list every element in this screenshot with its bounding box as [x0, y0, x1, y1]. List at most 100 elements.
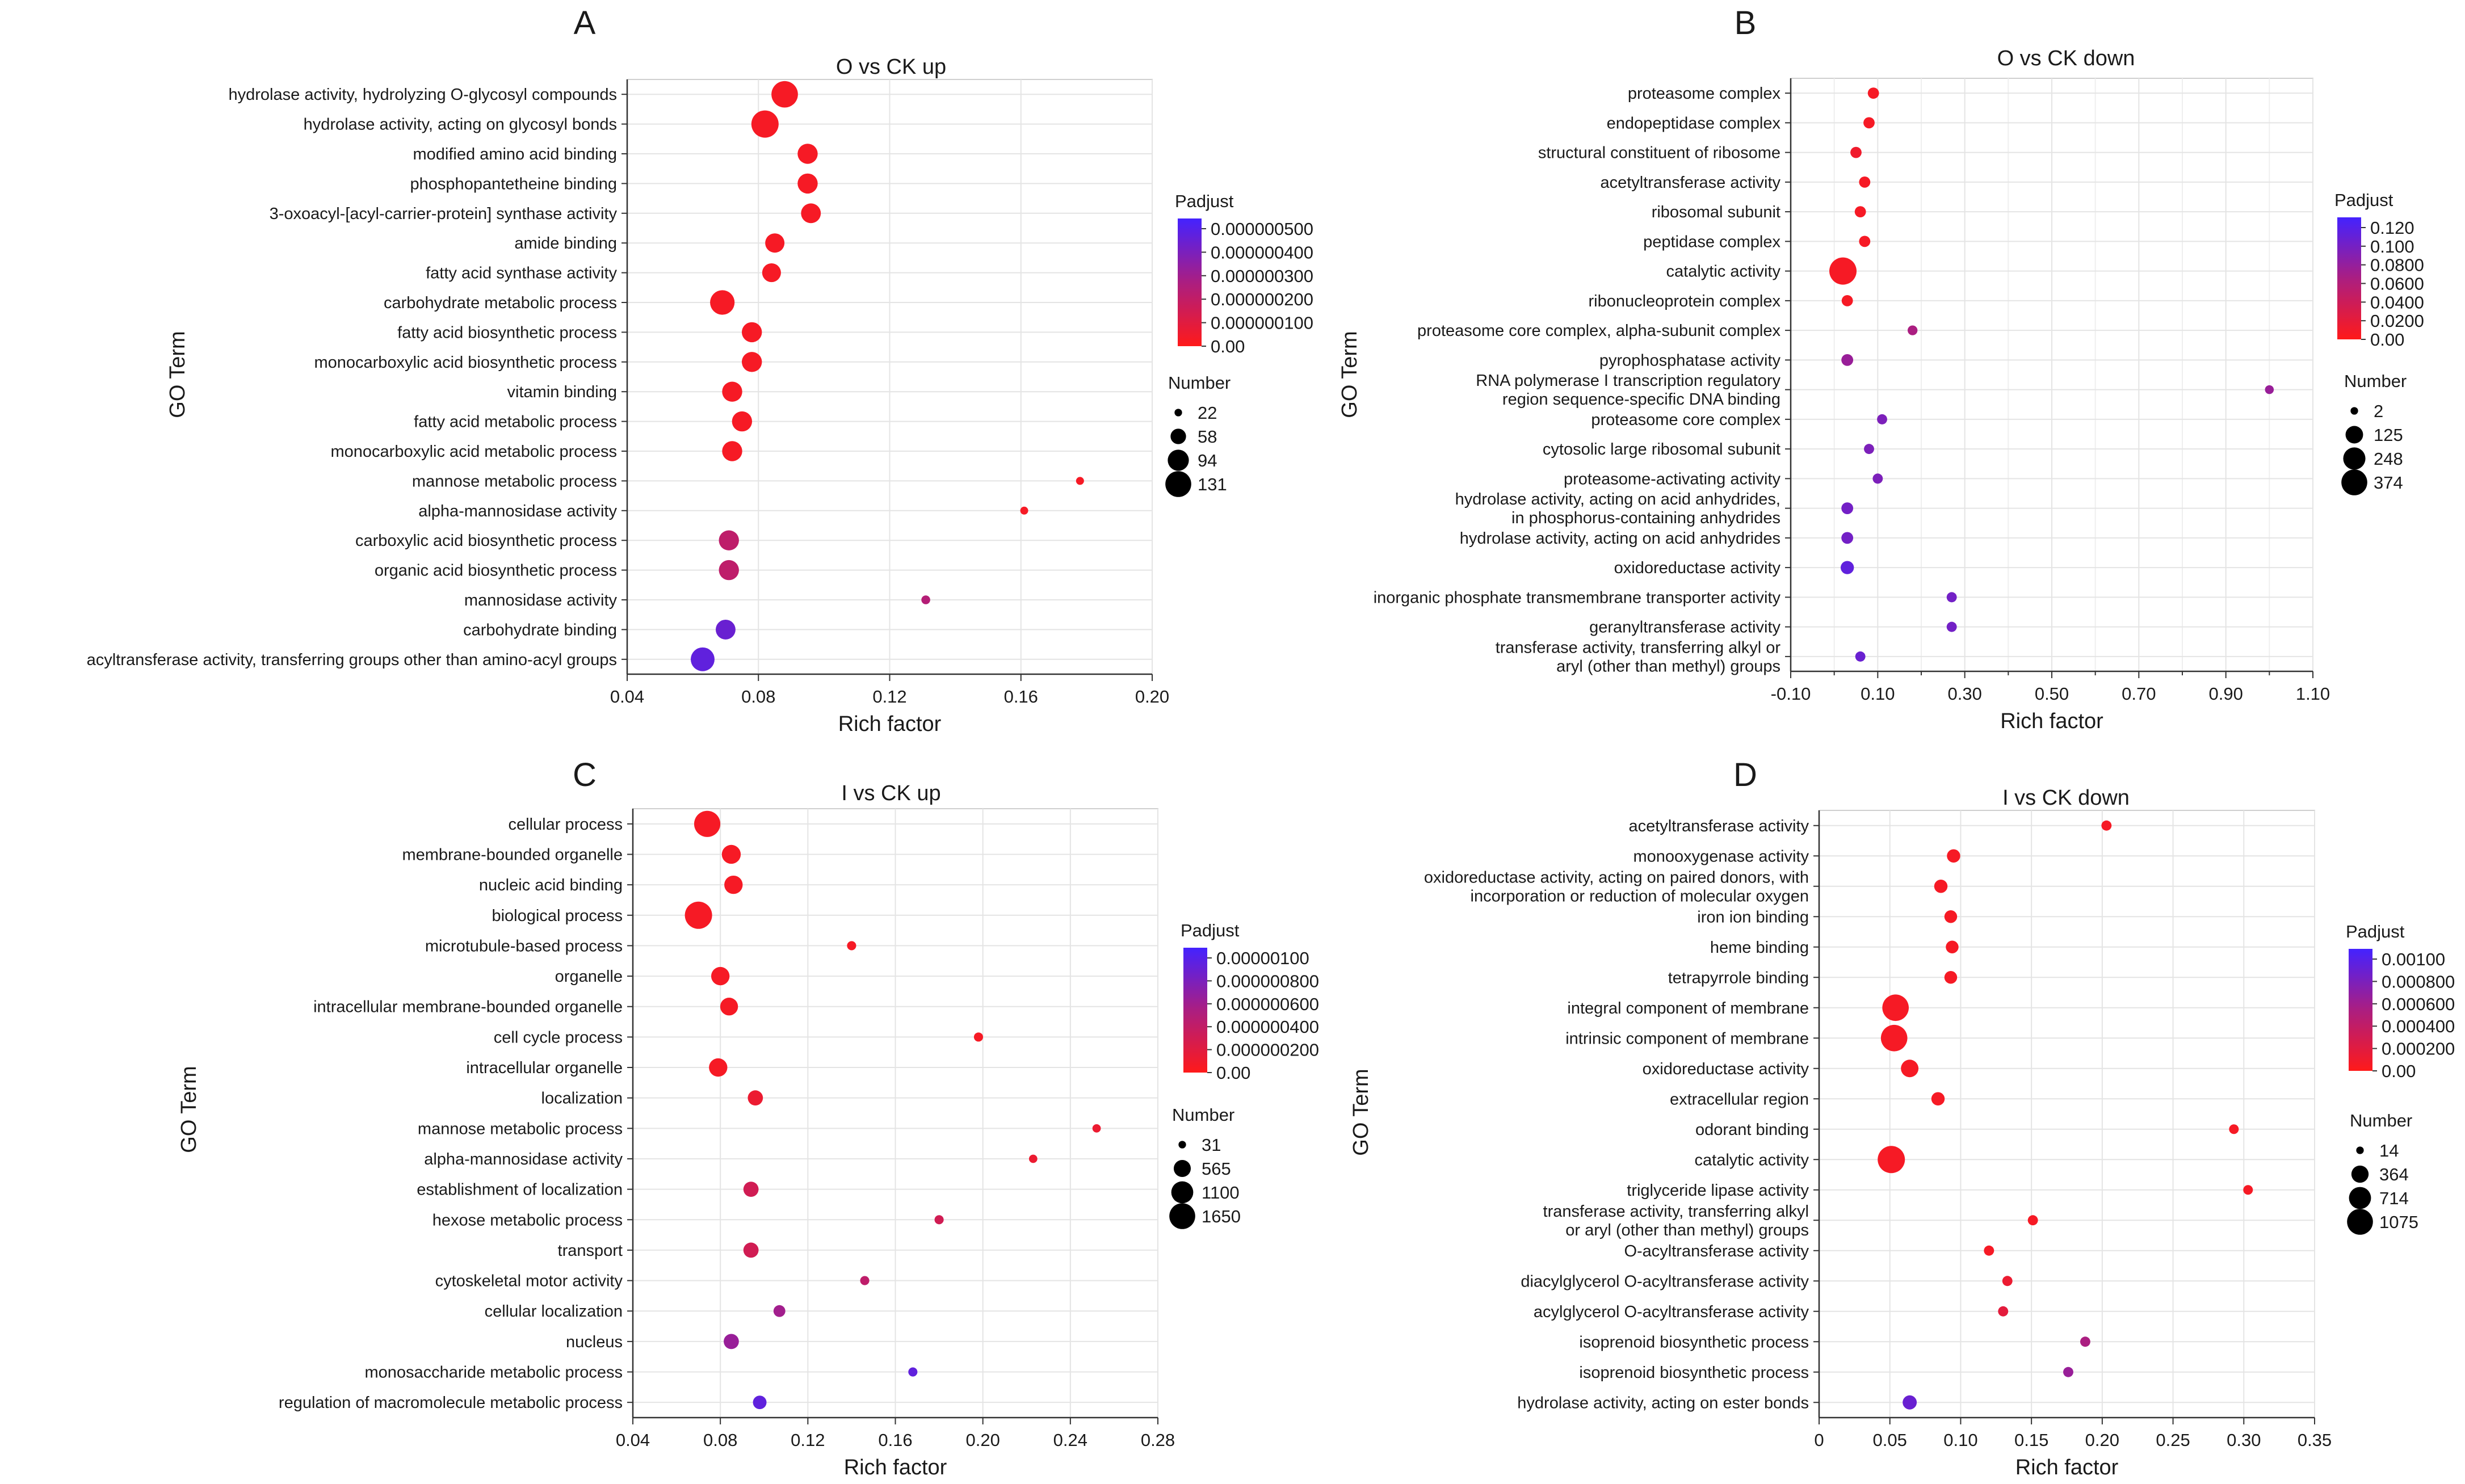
- color-legend-label: 0.000000400: [1211, 242, 1313, 262]
- go-term-label: monocarboxylic acid biosynthetic process: [314, 354, 617, 372]
- size-legend-label: 22: [1198, 403, 1217, 423]
- go-term-label: catalytic activity: [1695, 1151, 1809, 1169]
- data-point: [1946, 621, 1957, 632]
- go-term-label: hydrolase activity, acting on acid anhyd…: [1455, 490, 1780, 508]
- data-point: [720, 998, 738, 1016]
- data-point: [934, 1215, 944, 1225]
- data-point: [2027, 1215, 2038, 1226]
- color-legend-bar: [2349, 949, 2372, 1071]
- go-term-label: cellular localization: [485, 1302, 623, 1321]
- color-legend-label: 0.00: [1211, 337, 1245, 356]
- data-point: [908, 1367, 918, 1377]
- go-term-label: extracellular region: [1670, 1090, 1809, 1108]
- data-point: [748, 1090, 763, 1106]
- data-point: [1903, 1395, 1917, 1410]
- go-term-label: acetyltransferase activity: [1600, 174, 1780, 192]
- go-term-label: cellular process: [509, 815, 623, 834]
- data-point: [1947, 849, 1960, 863]
- data-point: [1934, 880, 1948, 893]
- go-term-label: membrane-bounded organelle: [402, 846, 623, 864]
- size-legend-dot: [1170, 428, 1186, 444]
- color-legend-label: 0.000000800: [1216, 971, 1319, 991]
- data-point: [2243, 1185, 2253, 1195]
- color-legend-title: Padjust: [1175, 191, 1234, 211]
- go-term-label: oxidoreductase activity, acting on paire…: [1424, 868, 1809, 886]
- data-point: [710, 290, 735, 315]
- data-point: [1878, 1146, 1905, 1174]
- x-tick-label: 0.12: [791, 1430, 825, 1450]
- go-term-label: mannose metabolic process: [412, 472, 617, 490]
- size-legend-title: Number: [1168, 373, 1231, 393]
- x-tick-label: 0.90: [2208, 684, 2243, 704]
- x-tick-label: 0.16: [1004, 687, 1038, 707]
- go-term-label: amide binding: [514, 234, 617, 253]
- panel-c: C I vs CK up 0.04 0.08 0.12 0.16 0.20 0.24 0.28 c…: [177, 756, 1319, 1479]
- data-point: [2101, 820, 2112, 831]
- go-term-label: organic acid biosynthetic process: [375, 562, 617, 580]
- x-tick-label: 0.12: [872, 687, 906, 707]
- size-legend-label: 248: [2374, 449, 2403, 469]
- x-tick-label: 0.08: [703, 1430, 737, 1450]
- go-term-label: isoprenoid biosynthetic process: [1579, 1333, 1809, 1351]
- data-point: [860, 1276, 870, 1285]
- go-term-label: ribonucleoprotein complex: [1588, 292, 1780, 310]
- go-term-label: biological process: [492, 907, 623, 925]
- data-point: [2002, 1276, 2013, 1287]
- data-point: [921, 595, 930, 604]
- color-legend-label: 0.000000100: [1211, 313, 1313, 333]
- x-tick-label: 0.30: [1947, 684, 1981, 704]
- size-legend-dot: [2349, 1187, 2371, 1209]
- size-legend-dot: [1168, 449, 1189, 471]
- size-legend-dot: [1178, 1141, 1186, 1149]
- chart-title: O vs CK down: [1997, 47, 2135, 70]
- data-point: [1946, 940, 1959, 953]
- data-point: [719, 560, 739, 581]
- go-term-label: localization: [541, 1090, 623, 1108]
- go-term-label: carbohydrate metabolic process: [384, 294, 617, 312]
- data-point: [1829, 257, 1857, 285]
- go-term-label: transferase activity, transferring alkyl…: [1496, 638, 1781, 657]
- go-term-label: monosaccharide metabolic process: [364, 1364, 623, 1382]
- color-legend-label: 0.000000500: [1211, 219, 1313, 239]
- size-legend-title: Number: [2344, 371, 2407, 391]
- size-legend-label: 94: [1198, 451, 1217, 470]
- data-point: [685, 901, 712, 929]
- size-legend-title: Number: [1172, 1105, 1234, 1125]
- data-point: [722, 381, 742, 402]
- go-term-label: proteasome core complex, alpha-subunit c…: [1417, 322, 1780, 340]
- data-point: [801, 203, 821, 224]
- data-point: [797, 144, 818, 164]
- data-point: [709, 1058, 728, 1077]
- go-term-label: organelle: [555, 968, 623, 986]
- go-term-label: monocarboxylic acid metabolic process: [331, 443, 618, 461]
- size-legend-label: 125: [2374, 425, 2403, 445]
- x-tick-label: 0.15: [2014, 1430, 2048, 1450]
- size-legend-label: 131: [1198, 474, 1227, 494]
- x-tick-label: 0.70: [2122, 684, 2156, 704]
- data-point: [743, 1182, 759, 1197]
- x-axis-title: Rich factor: [2000, 709, 2103, 733]
- go-term-label: O-acyltransferase activity: [1624, 1242, 1809, 1260]
- go-term-label: fatty acid biosynthetic process: [397, 323, 617, 342]
- size-legend-dot: [2350, 407, 2358, 415]
- go-term-label: regulation of macromolecule metabolic pr…: [279, 1394, 623, 1412]
- go-term-label: region sequence-specific DNA binding: [1502, 390, 1780, 409]
- go-term-label: nucleus: [566, 1333, 623, 1351]
- color-legend-bar: [1183, 948, 1207, 1073]
- go-term-label: cytosolic large ribosomal subunit: [1543, 440, 1780, 459]
- size-legend-dot: [1173, 1159, 1191, 1178]
- plot-area: [1819, 810, 2315, 1418]
- data-point: [753, 1395, 767, 1410]
- size-legend-label: 2: [2374, 401, 2383, 421]
- x-tick-label: 0.20: [965, 1430, 1000, 1450]
- data-point: [721, 844, 741, 864]
- go-term-label: hexose metabolic process: [432, 1211, 623, 1229]
- data-point: [797, 173, 818, 194]
- chart-title: I vs CK down: [2002, 786, 2130, 810]
- data-point: [1944, 971, 1958, 984]
- data-point: [1859, 176, 1871, 188]
- go-term-label: intracellular organelle: [466, 1059, 623, 1077]
- x-axis-title: Rich factor: [838, 712, 942, 736]
- data-point: [771, 81, 798, 108]
- color-legend-label: 0.000000300: [1211, 266, 1313, 286]
